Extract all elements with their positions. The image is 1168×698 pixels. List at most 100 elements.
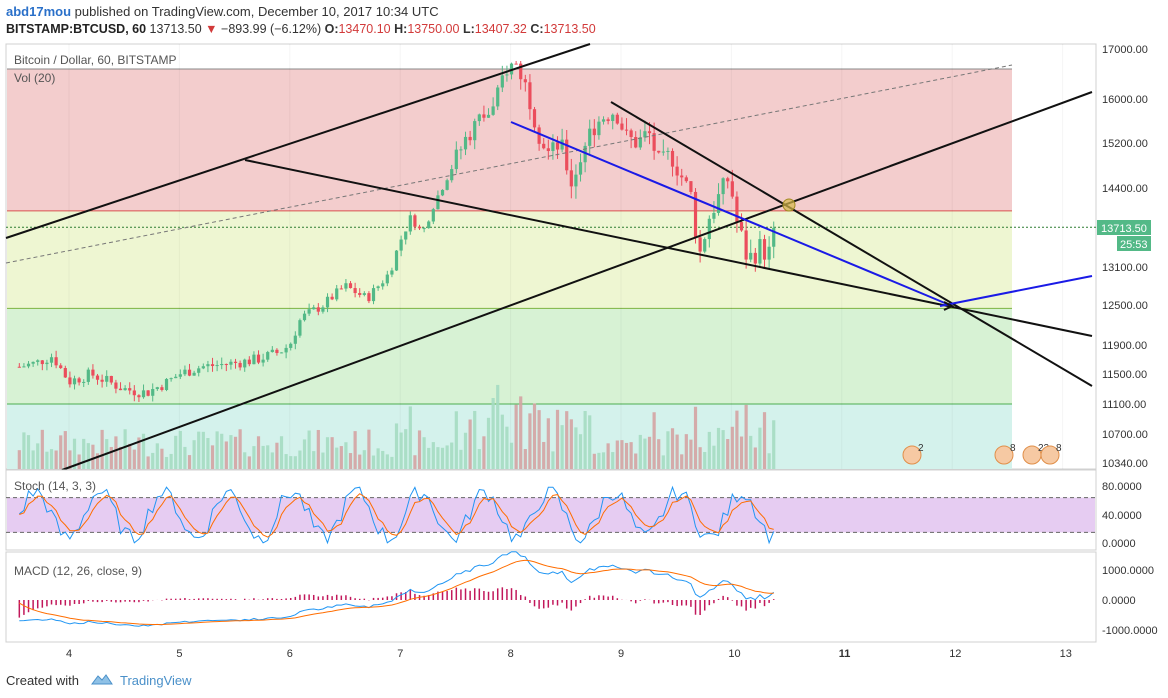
- candle-body: [261, 359, 265, 363]
- volume-bar: [721, 430, 725, 469]
- candle-body: [293, 335, 297, 344]
- volume-bar: [243, 452, 247, 469]
- countdown-tag: [1117, 236, 1151, 251]
- fib-zone: [7, 308, 1012, 404]
- candle-body: [275, 349, 279, 354]
- volume-bar: [546, 418, 550, 469]
- volume-bar: [284, 454, 288, 469]
- candle-body: [183, 369, 187, 375]
- candle-body: [542, 143, 546, 149]
- stoch-band: [7, 497, 1095, 533]
- candle-body: [201, 366, 205, 369]
- candle-body: [146, 390, 150, 396]
- candle-body: [583, 145, 587, 163]
- candle-body: [721, 178, 725, 195]
- volume-bar: [684, 434, 688, 469]
- volume-bar: [238, 429, 242, 469]
- candle-body: [279, 352, 284, 354]
- down-arrow-icon: ▼: [205, 22, 218, 36]
- macd-pane[interactable]: [5, 551, 1097, 643]
- candle-body: [454, 149, 458, 170]
- candle-body: [330, 296, 334, 300]
- volume-bar: [675, 434, 679, 469]
- volume-bar: [643, 438, 647, 469]
- volume-bar: [22, 432, 26, 469]
- volume-bar: [164, 456, 169, 469]
- candle-body: [100, 379, 104, 382]
- volume-bar: [689, 439, 693, 469]
- volume-bar: [565, 411, 569, 469]
- tradingview-logo-icon: [90, 673, 113, 685]
- candle-body: [477, 114, 481, 122]
- volume-bar: [574, 427, 578, 469]
- candle-body: [151, 389, 155, 396]
- candle-body: [657, 150, 661, 153]
- candle-body: [49, 357, 54, 363]
- volume-bar: [620, 440, 624, 469]
- volume-bar: [555, 409, 560, 469]
- author-name[interactable]: abd17mou: [6, 4, 72, 19]
- volume-bar: [647, 436, 652, 469]
- volume-bar: [160, 448, 164, 469]
- candle-body: [169, 378, 173, 380]
- time-tick-label: 4: [66, 648, 72, 660]
- volume-bar: [229, 435, 233, 469]
- volume-bar: [450, 442, 454, 469]
- volume-bar: [63, 431, 67, 469]
- volume-bar: [468, 419, 472, 469]
- volume-bar: [362, 450, 366, 469]
- price-axis: 17000.00 16000.00 15200.00 14400.00 13713.50…: [1097, 44, 1151, 470]
- volume-bar: [132, 449, 136, 469]
- candle-body: [141, 390, 146, 398]
- candle-body: [215, 365, 219, 367]
- candle-body: [753, 252, 757, 264]
- candle-body: [302, 313, 307, 321]
- open-label: O:: [324, 22, 339, 36]
- candle-body: [436, 195, 440, 210]
- event-count: 8: [1010, 443, 1016, 454]
- candle-body: [629, 130, 633, 138]
- volume-bar: [192, 440, 196, 469]
- created-with-text: Created with: [6, 673, 79, 688]
- volume-bar: [40, 429, 44, 469]
- volume-bar: [712, 445, 716, 469]
- candle-body: [137, 395, 141, 398]
- volume-bar: [680, 454, 684, 469]
- candle-body: [164, 378, 169, 391]
- time-tick-label: 10: [728, 648, 740, 660]
- volume-bar: [312, 451, 316, 469]
- candle-body: [413, 215, 417, 227]
- tradingview-brand-link[interactable]: TradingView: [120, 673, 192, 688]
- candle-body: [772, 227, 776, 247]
- volume-bar: [758, 427, 762, 469]
- candle-body: [252, 354, 256, 365]
- volume-bar: [100, 429, 104, 469]
- candle-body: [408, 215, 412, 232]
- volume-bar: [330, 437, 334, 469]
- volume-bar: [726, 439, 730, 469]
- candle-body: [606, 119, 610, 122]
- intersection-marker: [782, 198, 796, 212]
- volume-bar: [762, 412, 767, 469]
- volume-bar: [670, 428, 675, 469]
- candle-body: [546, 148, 550, 152]
- price-tick-label: 11500.00: [1102, 369, 1147, 381]
- chart-canvas[interactable]: 28228 17000.0016000.0015200.0014400.0013…: [0, 40, 1168, 666]
- candle-body: [128, 388, 132, 391]
- volume-bar: [86, 443, 90, 469]
- candle-body: [266, 352, 270, 360]
- candle-body: [555, 142, 560, 150]
- candle-body: [463, 136, 468, 150]
- volume-bar: [247, 456, 251, 469]
- candle-body: [417, 226, 422, 229]
- volume-bar: [54, 450, 58, 469]
- volume-bar: [141, 433, 146, 469]
- volume-bar: [201, 431, 205, 469]
- candle-body: [427, 221, 431, 229]
- price-tick-label: 13100.00: [1102, 262, 1148, 274]
- volume-bar: [537, 410, 541, 469]
- candle-body: [270, 349, 274, 353]
- volume-bar: [293, 456, 297, 469]
- macd-plot: [18, 551, 775, 627]
- candle-body: [578, 162, 583, 175]
